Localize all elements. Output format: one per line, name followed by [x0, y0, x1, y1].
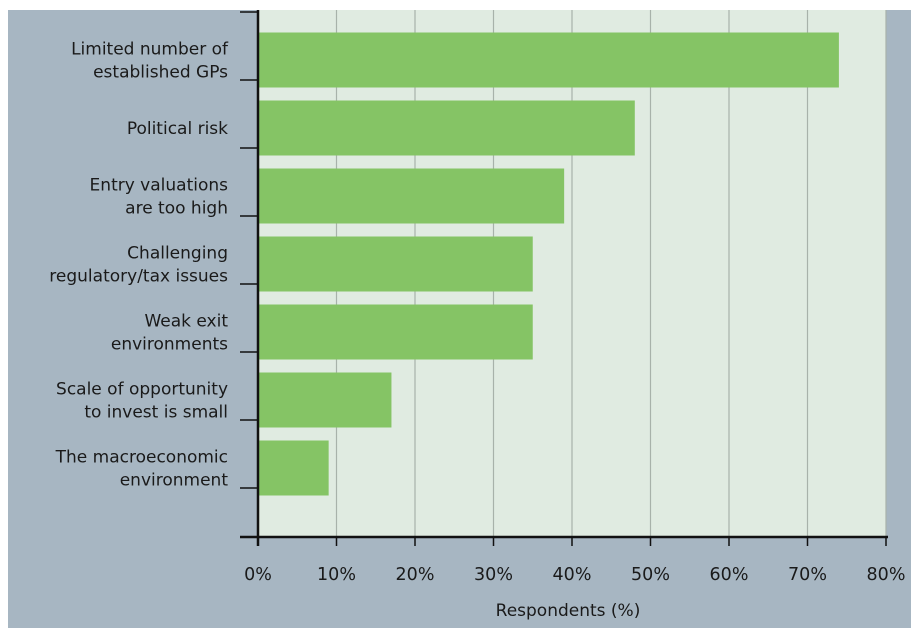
category-labels: Limited number of established GPs Politica… — [49, 40, 229, 491]
bar — [259, 372, 392, 428]
x-tick-label: 40% — [553, 565, 592, 585]
bar — [259, 236, 533, 292]
x-tick-label: 50% — [631, 565, 670, 585]
bars-group — [259, 32, 839, 496]
bar — [259, 100, 635, 156]
category-label: Scale of opportunity to invest is small — [56, 380, 228, 423]
category-label: Entry valuations are too high — [90, 176, 229, 219]
x-tick-label: 60% — [710, 565, 749, 585]
x-tick-label: 20% — [396, 565, 435, 585]
x-tick-label: 80% — [867, 565, 906, 585]
bar — [259, 440, 329, 496]
bar — [259, 32, 839, 88]
category-label: The macroeconomic environment — [55, 448, 229, 491]
category-label: Challenging regulatory/tax issues — [49, 244, 228, 287]
bar — [259, 168, 565, 224]
x-tick-label: 10% — [317, 565, 356, 585]
x-tick-label: 70% — [788, 565, 827, 585]
bar — [259, 304, 533, 360]
x-tick-label: 0% — [244, 565, 272, 585]
category-label: Weak exit environments — [111, 312, 228, 355]
x-axis-title: Respondents (%) — [496, 601, 641, 621]
category-label: Limited number of established GPs — [71, 40, 229, 83]
x-ticks: 0% 10% 20% 30% 40% 50% 60% 70% 80% — [240, 11, 906, 585]
x-tick-label: 30% — [474, 565, 513, 585]
category-label: Political risk — [127, 119, 228, 139]
